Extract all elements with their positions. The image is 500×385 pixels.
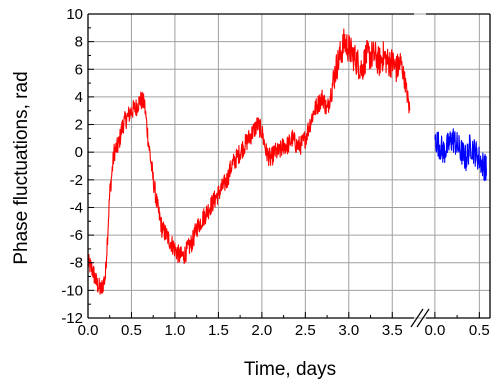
- y-tick-label: -4: [70, 199, 83, 216]
- y-tick-label: -10: [61, 282, 83, 299]
- y-tick-label: 10: [66, 6, 83, 23]
- grid: [87, 13, 490, 319]
- x-axis-title: Time, days: [244, 359, 336, 380]
- y-tick-label: -12: [61, 310, 83, 327]
- tick-marks: [87, 13, 480, 319]
- series-2-line: [434, 128, 487, 182]
- x-tick-label: 1.5: [208, 322, 229, 339]
- x-tick-label: 3.5: [382, 322, 403, 339]
- y-tick-label: 8: [75, 34, 83, 51]
- y-tick-label: 4: [75, 89, 83, 106]
- y-axis-title: Phase fluctuations, rad: [11, 71, 32, 264]
- x-tick-label: 0.0: [78, 322, 99, 339]
- y-tick-label: 6: [75, 61, 83, 78]
- x-tick-label: 2.5: [295, 322, 316, 339]
- y-tick-label: -2: [70, 172, 83, 189]
- axis-break-mark: [410, 308, 424, 328]
- plot-frame: [87, 13, 491, 328]
- x-tick-label: 2.0: [251, 322, 272, 339]
- x-tick-label: 0.5: [121, 322, 142, 339]
- x-tick-label: 0.0: [424, 322, 445, 339]
- x-tick-label: 1.0: [165, 322, 186, 339]
- y-tick-label: -8: [70, 255, 83, 272]
- series-layer: [87, 28, 487, 295]
- y-tick-label: 0: [75, 144, 83, 161]
- y-tick-label: -6: [70, 227, 83, 244]
- x-tick-label: 0.5: [469, 322, 490, 339]
- x-tick-label: 3.0: [338, 322, 359, 339]
- series-1-line: [87, 28, 411, 295]
- axis-break-mark: [416, 308, 430, 328]
- y-tick-label: 2: [75, 117, 83, 134]
